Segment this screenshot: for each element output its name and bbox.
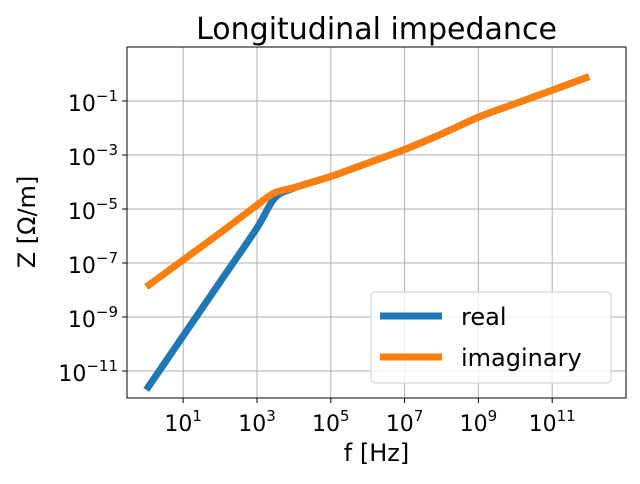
y-tick-label: 10−3 [68,141,118,171]
legend-label-real: real [461,303,506,331]
y-axis-label: Z [Ω/m] [13,176,41,269]
tick-layer: 101 103 105 107 109 1011 10−11 10−9 10−7 10−5 10−3… [58,87,575,437]
x-tick-label: 105 [312,407,350,437]
legend-label-imaginary: imaginary [461,344,582,372]
x-tick-label: 107 [386,407,424,437]
series-layer [143,73,591,392]
y-tick-label: 10−9 [68,303,118,333]
series-line-imaginary [144,73,591,290]
chart-title: Longitudinal impedance [196,12,557,47]
x-tick-label: 109 [460,407,498,437]
x-axis-label: f [Hz] [344,439,409,467]
x-tick-label: 101 [164,407,202,437]
y-tick-label: 10−5 [68,195,118,225]
y-tick-label: 10−11 [58,357,118,387]
x-tick-label: 1011 [529,407,576,437]
y-tick-label: 10−7 [68,249,118,279]
grid-layer [127,47,626,398]
legend: real imaginary [370,291,612,384]
y-tick-label: 10−1 [68,87,118,117]
x-tick-label: 103 [238,407,276,437]
plot-frame [126,46,627,399]
